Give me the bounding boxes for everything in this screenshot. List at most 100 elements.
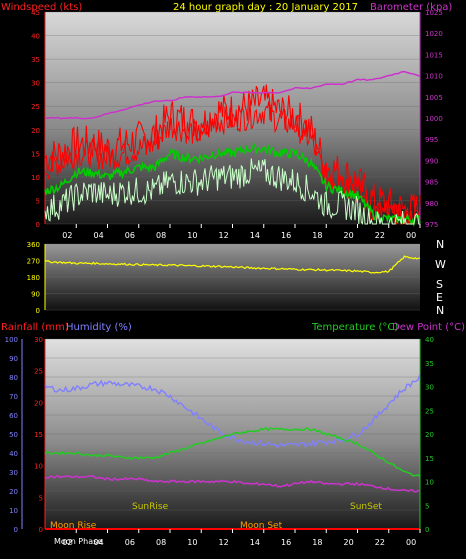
rain-tick-label: 5 <box>39 494 43 502</box>
chart-dynamic-layer: 0510152025303540459759809859909951000100… <box>5 9 443 547</box>
humidity-axis-label: Humidity (%) <box>66 322 132 333</box>
humidity-tick-label: 60 <box>9 412 18 420</box>
rain-tick-label: 10 <box>34 463 43 471</box>
temp-tick-label: 20 <box>425 431 434 439</box>
y2-tick-label: 975 <box>425 221 438 229</box>
y-tick-label: 45 <box>31 9 40 17</box>
x-tick-label: 04 <box>94 538 104 547</box>
y-tick-label: 40 <box>31 33 40 41</box>
x-tick-label: 08 <box>156 538 166 547</box>
direction-tick-label: 90 <box>31 291 40 299</box>
compass-letter: N <box>436 304 444 317</box>
x-tick-label: 14 <box>250 538 260 547</box>
y-tick-label: 0 <box>36 221 40 229</box>
temp-tick-label: 10 <box>425 479 434 487</box>
humidity-tick-label: 90 <box>9 355 18 363</box>
direction-tick-label: 0 <box>36 307 40 315</box>
series-line <box>44 474 421 493</box>
page-title: 24 hour graph day : 20 January 2017 <box>173 2 358 13</box>
compass-letter: S <box>436 278 443 291</box>
rain-tick-label: 25 <box>34 368 43 376</box>
x-tick-label: 20 <box>344 231 354 240</box>
series-line <box>44 255 421 274</box>
x-tick-label: 22 <box>375 231 385 240</box>
x-tick-label: 20 <box>344 538 354 547</box>
x-tick-label: 12 <box>219 231 229 240</box>
x-tick-label: 22 <box>375 538 385 547</box>
sunset-label: SunSet <box>350 502 382 512</box>
y2-tick-label: 980 <box>425 200 438 208</box>
x-tick-label: 16 <box>281 231 291 240</box>
moonset-label: Moon Set <box>240 521 283 531</box>
rain-tick-label: 0 <box>39 526 43 534</box>
humidity-tick-label: 40 <box>9 450 18 458</box>
x-tick-label: 08 <box>156 231 166 240</box>
humidity-tick-label: 50 <box>9 431 18 439</box>
y-tick-label: 25 <box>31 103 40 111</box>
y-tick-label: 15 <box>31 150 40 158</box>
series-line <box>44 100 421 225</box>
compass-letter: E <box>436 291 443 304</box>
x-tick-label: 00 <box>406 538 416 547</box>
humidity-tick-label: 0 <box>14 526 18 534</box>
compass-letter: N <box>436 238 444 251</box>
x-tick-label: 18 <box>312 538 322 547</box>
x-tick-label: 16 <box>281 538 291 547</box>
x-tick-label: 10 <box>187 231 197 240</box>
x-tick-label: 12 <box>219 538 229 547</box>
series-line <box>44 373 421 449</box>
compass-letter: W <box>435 258 446 271</box>
y2-tick-label: 1000 <box>425 115 443 123</box>
rain-tick-label: 15 <box>34 431 43 439</box>
dewpoint-axis-label: Dew Point (°C) <box>392 322 465 333</box>
temp-tick-label: 5 <box>425 502 429 510</box>
x-tick-label: 18 <box>312 231 322 240</box>
y2-tick-label: 990 <box>425 157 438 165</box>
x-tick-label: 06 <box>125 538 135 547</box>
series-line <box>44 427 421 478</box>
temp-tick-label: 25 <box>425 407 434 415</box>
y2-tick-label: 1015 <box>425 51 443 59</box>
series-line <box>44 158 420 225</box>
x-tick-label: 14 <box>250 231 260 240</box>
barometer-axis-label: Barometer (kpa) <box>370 2 452 13</box>
y2-tick-label: 1005 <box>425 94 443 102</box>
series-line <box>44 70 421 120</box>
y-tick-label: 20 <box>31 127 40 135</box>
moonphase-label: Moon Phase <box>54 537 102 546</box>
rain-tick-label: 30 <box>34 336 43 344</box>
temp-tick-label: 30 <box>425 384 434 392</box>
direction-tick-label: 270 <box>27 258 40 266</box>
moonrise-label: Moon Rise <box>50 521 97 531</box>
y2-tick-label: 1025 <box>425 9 443 17</box>
y-tick-label: 10 <box>31 174 40 182</box>
y-tick-label: 30 <box>31 80 40 88</box>
temp-tick-label: 40 <box>425 336 434 344</box>
sunrise-label: SunRise <box>132 502 169 512</box>
temp-tick-label: 0 <box>425 526 429 534</box>
humidity-tick-label: 100 <box>5 336 18 344</box>
humidity-tick-label: 30 <box>9 469 18 477</box>
direction-tick-label: 360 <box>27 241 40 249</box>
y2-tick-label: 985 <box>425 179 438 187</box>
humidity-tick-label: 20 <box>9 488 18 496</box>
humidity-tick-label: 80 <box>9 374 18 382</box>
x-tick-label: 02 <box>62 538 72 547</box>
series-line <box>44 142 421 227</box>
y2-tick-label: 1010 <box>425 73 443 81</box>
y-tick-label: 5 <box>36 197 40 205</box>
temp-tick-label: 35 <box>425 360 434 368</box>
x-tick-label: 10 <box>187 538 197 547</box>
temp-tick-label: 15 <box>425 455 434 463</box>
x-tick-label: 06 <box>125 231 135 240</box>
x-tick-label: 02 <box>62 231 72 240</box>
rainfall-axis-label: Rainfall (mm) <box>1 322 69 333</box>
y-tick-label: 35 <box>31 56 40 64</box>
x-tick-label: 04 <box>94 231 104 240</box>
y2-tick-label: 1020 <box>425 30 443 38</box>
humidity-tick-label: 70 <box>9 393 18 401</box>
x-tick-label: 00 <box>406 231 416 240</box>
direction-tick-label: 180 <box>27 274 40 282</box>
